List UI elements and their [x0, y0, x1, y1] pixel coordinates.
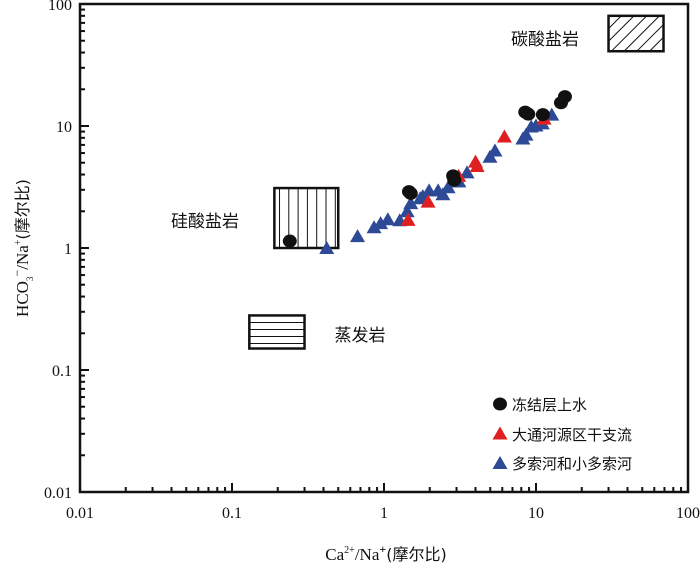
x-tick-label: 0.1: [222, 505, 242, 522]
data-point-triangle: [469, 159, 485, 173]
data-point-circle: [535, 108, 550, 122]
x-tick-label: 100: [676, 505, 700, 522]
data-point-triangle: [518, 127, 534, 141]
y-tick-label: 1: [64, 241, 72, 258]
data-point-triangle: [350, 229, 366, 243]
data-point-circle: [447, 173, 462, 187]
region-label-carbonate: 碳酸盐岩: [511, 30, 579, 50]
y-tick-label: 0.01: [44, 485, 72, 502]
plot-frame: [78, 2, 690, 494]
data-point-triangle: [400, 212, 416, 226]
data-point-triangle: [420, 194, 436, 208]
data-point-triangle: [399, 204, 415, 218]
legend: 冻结层上水 大通河源区干支流 多索河和小多索河: [492, 396, 632, 473]
x-tick-label: 0.01: [66, 505, 94, 522]
data-point-triangle: [403, 196, 419, 210]
legend-label-1: 大通河源区干支流: [512, 426, 632, 444]
region-label-silicate: 硅酸盐岩: [171, 212, 239, 232]
data-point-triangle: [435, 187, 451, 201]
y-tick-label: 100: [48, 0, 72, 14]
data-point-triangle: [459, 165, 475, 179]
data-point-triangle: [366, 220, 382, 234]
region-box-diagonal: [607, 14, 665, 53]
data-point-circle: [282, 234, 297, 248]
legend-label-0: 冻结层上水: [512, 396, 587, 414]
x-axis-label: Ca2+/Na+(摩尔比): [325, 542, 446, 564]
x-tick-label: 10: [528, 505, 544, 522]
legend-label-2: 多索河和小多索河: [512, 455, 632, 473]
y-tick-label: 0.1: [52, 363, 72, 380]
region-box-horizontal: [248, 314, 306, 350]
legend-marker-2: [492, 456, 508, 469]
y-tick-label: 10: [56, 119, 72, 136]
data-point-circle: [557, 90, 572, 104]
region-label-evaporite: 蒸发岩: [335, 326, 386, 346]
data-point-triangle: [319, 241, 335, 254]
data-point-circle: [403, 186, 418, 200]
legend-marker-1: [492, 426, 508, 440]
y-axis-label: HCO3−/Na+(摩尔比): [10, 179, 35, 317]
data-point-triangle: [373, 216, 389, 230]
data-point-triangle: [496, 129, 512, 143]
data-point-triangle: [487, 143, 503, 157]
data-point-circle: [521, 107, 536, 121]
x-tick-label: 1: [380, 505, 388, 522]
data-point-triangle: [380, 212, 396, 226]
legend-marker-0: [493, 397, 507, 411]
